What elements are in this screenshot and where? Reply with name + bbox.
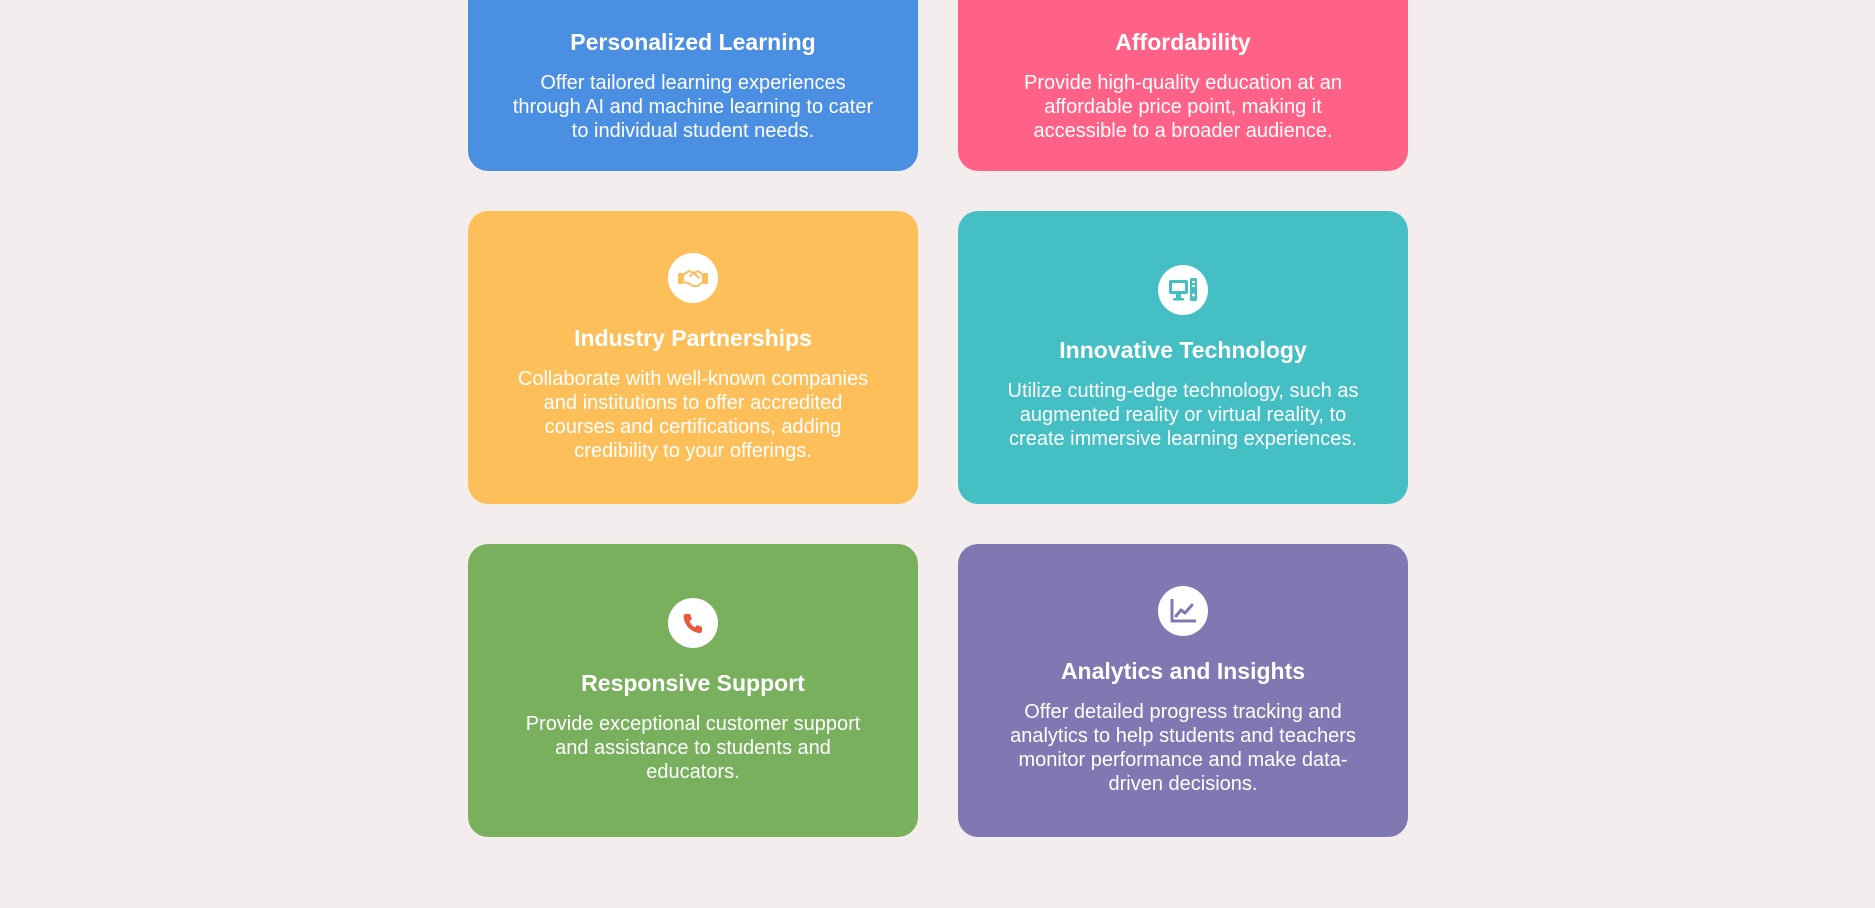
line-chart-icon <box>1158 585 1208 636</box>
feature-title: Industry Partnerships <box>574 324 812 351</box>
feature-description: Offer detailed progress tracking and ana… <box>1010 700 1356 795</box>
feature-title: Responsive Support <box>581 669 805 696</box>
handshake-icon <box>668 252 718 303</box>
feature-description: Collaborate with well-known companies an… <box>517 367 869 462</box>
feature-title: Innovative Technology <box>1059 336 1307 363</box>
feature-card-innovative-technology: Innovative Technology Utilize cutting-ed… <box>958 211 1408 504</box>
feature-card-industry-partnerships: Industry Partnerships Collaborate with w… <box>468 211 918 504</box>
feature-card-affordability: Affordability Provide high-quality educa… <box>958 0 1408 171</box>
feature-title: Analytics and Insights <box>1060 657 1306 684</box>
feature-title: Affordability <box>1115 28 1251 55</box>
feature-description: Utilize cutting-edge technology, such as… <box>1007 379 1359 450</box>
feature-card-analytics-and-insights: Analytics and Insights Offer detailed pr… <box>958 544 1408 837</box>
feature-card-personalized-learning: Personalized Learning Offer tailored lea… <box>468 0 918 171</box>
feature-description: Provide high-quality education at an aff… <box>1024 71 1342 142</box>
feature-title: Personalized Learning <box>570 28 816 55</box>
feature-description: Offer tailored learning experiences thro… <box>512 71 874 142</box>
feature-description: Provide exceptional customer support and… <box>525 712 861 783</box>
desktop-computer-icon <box>1158 264 1208 315</box>
phone-icon <box>668 597 718 648</box>
feature-card-responsive-support: Responsive Support Provide exceptional c… <box>468 544 918 837</box>
